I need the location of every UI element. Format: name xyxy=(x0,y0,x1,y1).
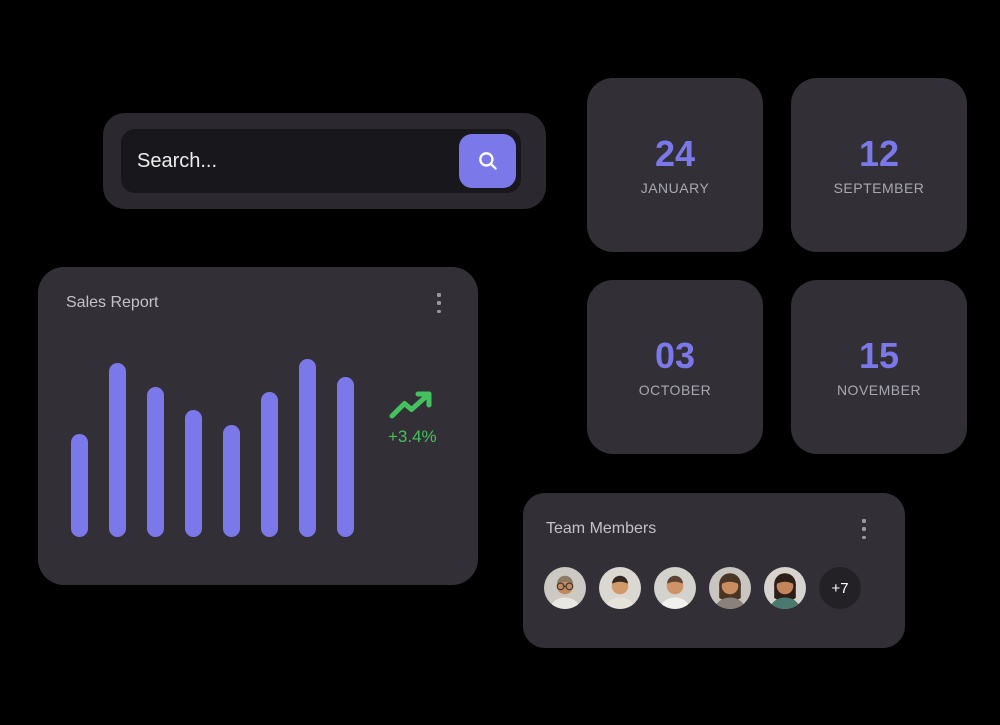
team-member-avatar-1[interactable] xyxy=(544,567,586,609)
trend-percentage: +3.4% xyxy=(388,427,437,446)
chart-bar xyxy=(109,363,126,537)
team-member-avatar-5[interactable] xyxy=(764,567,806,609)
team-member-avatar-2[interactable] xyxy=(599,567,641,609)
date-card-september[interactable]: 12 SEPTEMBER xyxy=(791,78,967,252)
date-day: 24 xyxy=(654,133,696,174)
chart-bar xyxy=(261,392,278,537)
avatar-row: +7 xyxy=(544,567,861,609)
date-month: OCTOBER xyxy=(638,382,712,398)
sales-bar-chart xyxy=(71,359,354,537)
date-card-january[interactable]: 24 JANUARY xyxy=(587,78,763,252)
date-card-november[interactable]: 15 NOVEMBER xyxy=(791,280,967,454)
trend-up-arrow-icon xyxy=(389,391,432,419)
chart-bar xyxy=(223,425,240,537)
team-members-card: Team Members xyxy=(523,493,905,648)
chart-bar xyxy=(147,387,164,537)
chart-bar xyxy=(185,410,202,537)
date-day: 15 xyxy=(858,335,900,376)
chart-bar xyxy=(71,434,88,537)
team-member-avatar-4[interactable] xyxy=(709,567,751,609)
date-card-october[interactable]: 03 OCTOBER xyxy=(587,280,763,454)
sales-report-title: Sales Report xyxy=(66,294,159,311)
chart-bar xyxy=(299,359,316,537)
magnifier-icon xyxy=(478,152,497,170)
sales-report-card: Sales Report +3.4% xyxy=(38,267,478,585)
date-month: NOVEMBER xyxy=(836,382,922,398)
search-button[interactable] xyxy=(459,134,516,188)
date-day: 03 xyxy=(654,335,696,376)
kebab-menu-icon[interactable] xyxy=(432,293,446,313)
team-member-avatar-3[interactable] xyxy=(654,567,696,609)
date-day: 12 xyxy=(858,133,900,174)
search-input-container[interactable] xyxy=(121,129,521,193)
team-members-title: Team Members xyxy=(546,520,657,537)
overflow-count-badge[interactable]: +7 xyxy=(819,567,861,609)
kebab-menu-icon[interactable] xyxy=(857,519,871,539)
chart-bar xyxy=(337,377,354,537)
search-input[interactable] xyxy=(121,129,521,193)
search-bar xyxy=(103,113,546,209)
date-month: SEPTEMBER xyxy=(833,180,925,196)
date-month: JANUARY xyxy=(640,180,710,196)
